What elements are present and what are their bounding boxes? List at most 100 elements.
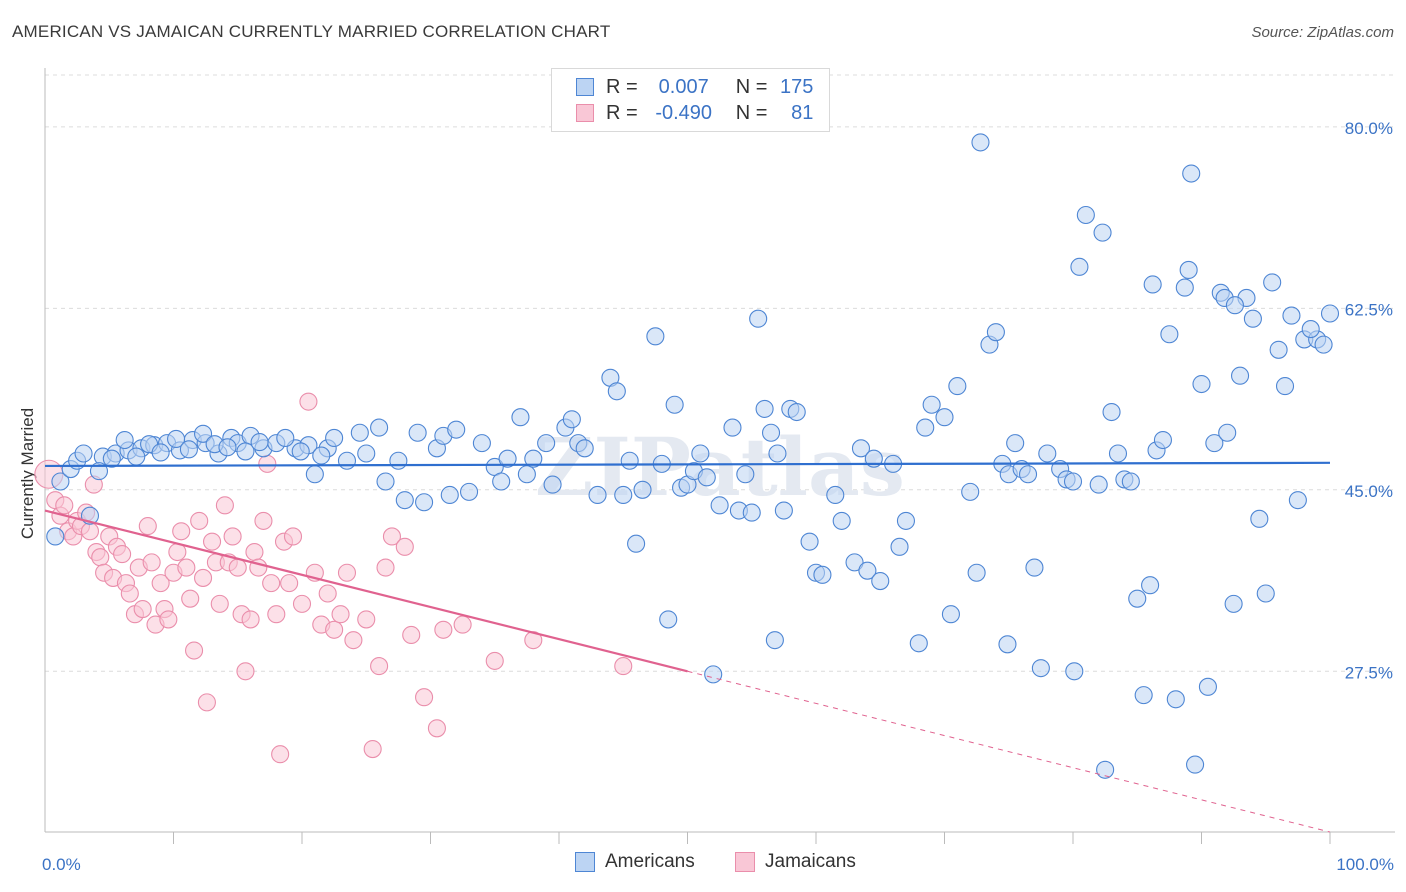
american-point [511, 408, 530, 427]
american-point [1243, 309, 1262, 328]
american-point [1182, 164, 1201, 183]
y-axis-label: Currently Married [18, 408, 37, 539]
jamaican-point [395, 537, 414, 556]
american-point [774, 501, 793, 520]
american-point [1102, 402, 1121, 422]
american-point [1186, 755, 1205, 774]
jamaicans-swatch [735, 852, 755, 872]
legend-n-label: N = [735, 75, 768, 98]
american-point [1205, 434, 1224, 453]
american-point [218, 438, 237, 457]
jamaican-point [292, 594, 312, 613]
american-point [1006, 434, 1025, 453]
american-point [710, 496, 729, 515]
american-point [236, 442, 255, 461]
jamaican-point [370, 657, 389, 676]
americans-label: Americans [605, 851, 695, 872]
americans-swatch [576, 78, 594, 96]
jamaican-point [172, 522, 191, 541]
jamaican-point [223, 527, 242, 546]
jamaican-point [210, 594, 229, 613]
jamaican-point [151, 574, 170, 593]
american-point [633, 480, 652, 499]
american-point [1031, 659, 1050, 678]
american-point [800, 532, 819, 551]
jamaican-point [280, 574, 299, 593]
american-point [1225, 296, 1244, 315]
american-point [1108, 444, 1128, 463]
american-point [1179, 260, 1198, 280]
american-point [1301, 320, 1320, 339]
jamaican-point [415, 688, 434, 707]
american-point [1025, 558, 1044, 577]
y-tick-label: 45.0% [1345, 482, 1393, 501]
american-point [665, 395, 684, 414]
jamaican-point [318, 584, 337, 603]
legend-n-value: 81 [791, 101, 814, 124]
american-point [851, 439, 871, 458]
source-label: Source: ZipAtlas.com [1251, 24, 1394, 41]
jamaican-point [185, 641, 204, 660]
american-point [614, 485, 633, 505]
correlation-legend: R = 0.007 N = 175 R = -0.490 N = 81 [551, 68, 830, 132]
american-point [1250, 509, 1269, 528]
american-point [871, 571, 890, 591]
american-point [46, 527, 65, 546]
american-point [1192, 374, 1211, 394]
american-point [832, 511, 851, 530]
american-point [194, 424, 213, 443]
american-point [768, 444, 787, 463]
american-point [1160, 325, 1179, 344]
jamaican-point [181, 589, 200, 608]
american-point [765, 631, 784, 650]
american-point [813, 565, 832, 584]
american-point [691, 444, 710, 463]
american-point [370, 418, 389, 437]
american-point [1070, 257, 1089, 276]
american-point [1143, 275, 1162, 294]
american-point [941, 605, 960, 624]
jamaican-point [344, 631, 363, 650]
american-point [102, 449, 121, 468]
american-point [325, 428, 344, 447]
american-point [620, 451, 639, 470]
american-point [1218, 423, 1237, 442]
jamaican-point [138, 517, 157, 536]
jamaican-point [382, 527, 402, 546]
american-point [498, 449, 517, 468]
american-point [948, 377, 967, 396]
american-point [357, 444, 376, 463]
american-point [167, 429, 186, 449]
american-point [986, 323, 1005, 342]
jamaican-point [254, 511, 273, 530]
american-point [440, 485, 459, 505]
jamaican-point [485, 651, 504, 670]
american-point [276, 428, 295, 447]
american-point [971, 133, 990, 152]
american-point [646, 327, 665, 346]
jamaican-point [258, 454, 277, 473]
american-point [896, 511, 916, 530]
american-point [1038, 444, 1057, 463]
american-point [537, 434, 556, 453]
y-tick-label: 27.5% [1345, 663, 1393, 682]
american-point [588, 485, 607, 505]
american-point [1089, 475, 1108, 494]
american-point [1141, 576, 1160, 595]
jamaican-point [203, 532, 222, 551]
american-point [312, 446, 331, 465]
american-point [459, 482, 479, 501]
american-point [1166, 690, 1185, 709]
jamaican-point [363, 739, 382, 759]
american-point [1288, 491, 1307, 510]
jamaican-point [357, 610, 376, 629]
jamaican-point [337, 563, 357, 582]
jamaican-point [120, 584, 139, 603]
legend-r-label: R = [606, 101, 638, 124]
american-point [1128, 589, 1147, 608]
legend-row-americans: R = 0.007 N = 175 [576, 74, 813, 100]
american-point [127, 447, 146, 466]
american-point [723, 418, 742, 437]
american-point [890, 537, 909, 556]
